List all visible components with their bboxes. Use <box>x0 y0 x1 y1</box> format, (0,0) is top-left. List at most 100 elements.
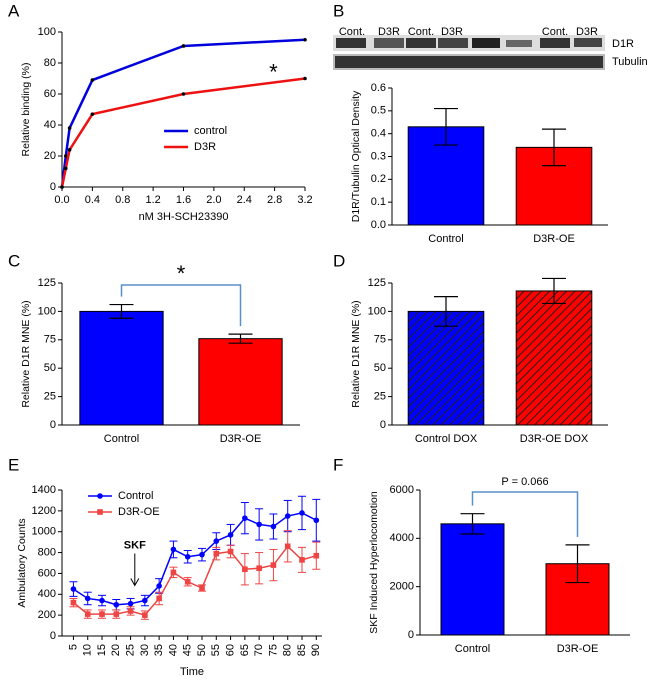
point <box>242 515 248 521</box>
y-axis-label: Ambulatory Counts <box>16 518 28 607</box>
blot-band <box>406 38 436 48</box>
point <box>199 585 205 591</box>
x-tick-label: 10 <box>82 644 94 656</box>
x-tick-label: D3R-OE DOX <box>520 433 589 445</box>
point <box>299 557 305 563</box>
row-label: D1R <box>612 38 634 50</box>
point <box>90 112 95 116</box>
y-axis-label: Relative D1R MNE (%) <box>350 300 362 407</box>
legend-marker <box>97 509 103 515</box>
x-tick-label: 65 <box>239 644 251 656</box>
series-line <box>60 38 306 188</box>
x-tick-label: 35 <box>153 644 165 656</box>
series-line <box>60 77 306 188</box>
point <box>227 532 234 538</box>
point <box>284 543 291 550</box>
legend-label: Control <box>118 490 153 502</box>
y-tick-label: 1200 <box>32 505 56 517</box>
y-axis-label: Relative binding (%) <box>20 63 32 157</box>
x-tick-label: Control <box>428 233 463 245</box>
point <box>313 517 320 524</box>
y-tick-label: 125 <box>368 277 386 289</box>
error-bar <box>434 107 458 146</box>
point <box>227 548 234 555</box>
point <box>270 562 277 568</box>
x-tick-label: Control DOX <box>415 433 478 445</box>
x-axis-label: Time <box>180 666 204 678</box>
legend-marker <box>97 493 103 499</box>
annotation-arrow <box>130 553 140 587</box>
x-tick-label: 0.4 <box>85 194 100 206</box>
series-line <box>73 512 317 606</box>
x-tick-label: 40 <box>167 644 179 656</box>
annotation: SKF <box>124 539 146 551</box>
y-tick-label: 600 <box>38 567 56 579</box>
x-tick-label: 1.6 <box>176 194 191 206</box>
y-tick-label: 0 <box>50 419 56 431</box>
x-tick-label: 90 <box>310 644 322 656</box>
point <box>113 601 120 608</box>
y-tick-label: 100 <box>38 305 56 317</box>
point <box>70 586 77 592</box>
y-tick-label: 0.5 <box>371 105 386 117</box>
x-tick-label: 50 <box>196 644 208 656</box>
x-tick-label: 70 <box>253 644 265 656</box>
point <box>84 595 91 602</box>
significance-bracket <box>471 491 579 537</box>
bar <box>407 310 485 426</box>
y-tick-label: 100 <box>368 305 386 317</box>
y-tick-label: 0.6 <box>371 82 386 94</box>
point <box>299 510 305 516</box>
y-tick-label: 0 <box>50 630 56 642</box>
y-tick-label: 4000 <box>390 532 414 544</box>
y-tick-label: 25 <box>374 391 386 403</box>
x-tick-label: D3R-OE <box>533 233 575 245</box>
y-tick-label: 0.2 <box>371 173 386 185</box>
point <box>184 553 191 560</box>
x-tick-label: 20 <box>110 644 122 656</box>
x-tick-label: D3R-OE <box>220 433 262 445</box>
blot-band <box>574 38 602 47</box>
y-tick-label: 75 <box>44 334 56 346</box>
x-tick-label: Control <box>455 643 490 655</box>
blot-band <box>472 38 500 48</box>
point <box>303 37 307 42</box>
blot-band <box>335 56 603 68</box>
point <box>184 578 191 585</box>
point <box>70 599 77 606</box>
error-bar <box>434 296 458 327</box>
point <box>256 521 262 528</box>
y-tick-label: 0 <box>380 419 386 431</box>
point <box>142 612 148 618</box>
y-axis-label: Relative D1R MNE (%) <box>20 300 32 407</box>
x-tick-label: 0.0 <box>54 194 69 206</box>
point <box>127 608 134 614</box>
y-tick-label: 20 <box>44 150 56 162</box>
error-bar <box>109 303 134 319</box>
panel-label: D <box>333 251 345 270</box>
x-tick-label: 55 <box>210 644 222 656</box>
point <box>181 44 186 48</box>
point <box>99 611 105 617</box>
x-tick-label: 60 <box>224 644 236 656</box>
blot-band <box>438 38 468 48</box>
panel-label: C <box>8 251 20 270</box>
point <box>84 611 91 617</box>
blot-band <box>540 38 570 48</box>
legend-label: control <box>194 125 227 137</box>
x-tick-label: 2.0 <box>206 194 221 206</box>
annotation: P = 0.066 <box>501 476 548 488</box>
y-axis-label: SKF Induced Hyperlocomotion <box>368 491 380 634</box>
point <box>156 595 162 602</box>
panel-label: F <box>333 455 343 474</box>
y-axis-label: D1R/Tubulin Optical Density <box>350 90 362 222</box>
lane-label: D3R <box>576 26 598 38</box>
point <box>156 583 162 589</box>
row-label: Tubulin <box>612 56 648 68</box>
x-tick-label: 15 <box>96 644 108 656</box>
legend-label: D3R <box>194 141 216 153</box>
y-tick-label: 1000 <box>32 526 56 538</box>
y-tick-label: 2000 <box>390 581 414 593</box>
y-tick-label: 40 <box>44 119 56 131</box>
bar <box>515 290 593 426</box>
